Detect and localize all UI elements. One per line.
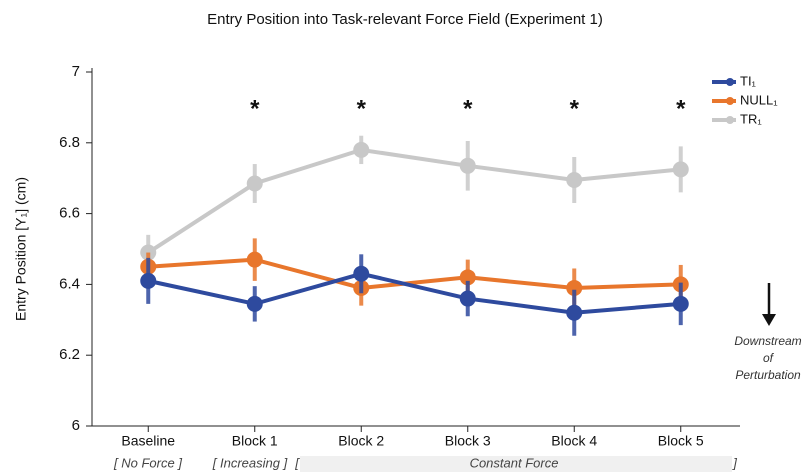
legend-label: NULL₁ <box>740 92 778 107</box>
point <box>459 269 476 286</box>
x-tick-label: Block 2 <box>338 433 384 449</box>
y-tick-label: 6.8 <box>59 134 80 151</box>
point <box>353 265 370 282</box>
x-tick-label: Block 4 <box>551 433 597 449</box>
point <box>246 295 263 312</box>
point <box>566 304 583 321</box>
significance-marker: * <box>250 95 260 122</box>
y-tick-label: 6.2 <box>59 346 80 363</box>
point <box>566 279 583 296</box>
group-label: [ Increasing ] <box>212 455 288 470</box>
point <box>246 251 263 268</box>
y-tick-label: 6.6 <box>59 205 80 222</box>
x-tick-label: Block 3 <box>445 433 491 449</box>
y-tick-label: 6 <box>72 417 80 434</box>
group-band <box>300 456 732 472</box>
point <box>353 141 370 158</box>
point <box>459 290 476 307</box>
group-label: ] <box>731 455 737 470</box>
annotation: Perturbation <box>735 368 801 382</box>
x-tick-label: Baseline <box>121 433 175 449</box>
group-label: Constant Force <box>470 455 559 470</box>
point <box>140 244 157 261</box>
legend-label: TI₁ <box>740 73 757 88</box>
series-line <box>147 271 681 315</box>
point <box>459 157 476 174</box>
point <box>672 295 689 312</box>
significance-marker: * <box>570 95 580 122</box>
group-label: [ <box>294 455 300 470</box>
significance-marker: * <box>676 95 686 122</box>
legend-marker <box>726 78 734 86</box>
point <box>246 175 263 192</box>
significance-marker: * <box>357 95 367 122</box>
point <box>140 272 157 289</box>
y-axis-label: Entry Position [Y₁] (cm) <box>13 177 29 321</box>
y-tick-label: 7 <box>72 63 80 80</box>
annotation: of <box>763 351 775 365</box>
legend-marker <box>726 116 734 124</box>
series-line <box>148 257 681 290</box>
x-tick-label: Block 1 <box>232 433 278 449</box>
y-tick-label: 6.4 <box>59 275 80 292</box>
significance-marker: * <box>463 95 473 122</box>
x-tick-label: Block 5 <box>658 433 704 449</box>
point <box>672 161 689 178</box>
legend-label: TR₁ <box>740 111 762 126</box>
legend-marker <box>726 97 734 105</box>
point <box>566 171 583 188</box>
arrow-head <box>762 314 776 326</box>
series-line <box>147 147 681 255</box>
chart-title: Entry Position into Task-relevant Force … <box>207 11 603 28</box>
annotation: Downstream <box>734 334 801 348</box>
group-label: [ No Force ] <box>113 455 182 470</box>
